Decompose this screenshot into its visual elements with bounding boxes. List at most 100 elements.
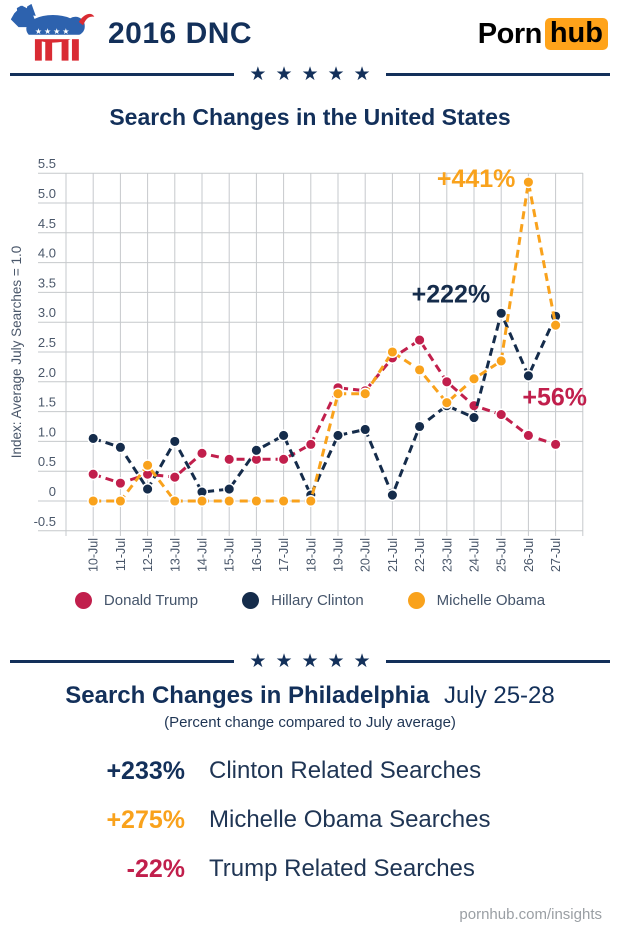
data-point (522, 369, 535, 382)
legend-label: Donald Trump (103, 592, 199, 609)
y-tick-label: 4.0 (38, 246, 56, 261)
divider-line (10, 660, 235, 663)
gridlines: -0.5 0 0.5 1.0 1.5 2.0 2.5 3.0 3.5 4.0 4.5 5.0 5.5 (34, 156, 584, 536)
x-tick-label: 20-Jul (359, 538, 373, 572)
data-point (277, 429, 290, 442)
data-point (304, 494, 317, 508)
stat-value: +233% (106, 757, 185, 785)
data-point (168, 435, 181, 448)
data-point (386, 488, 399, 502)
legend-label: Michelle Obama (436, 592, 546, 609)
pornhub-logo: Porn hub (478, 18, 608, 51)
data-point (114, 494, 127, 508)
pornhub-logo-left: Porn (477, 17, 543, 50)
page-title: 2016 DNC (108, 17, 253, 50)
x-tick-label: 24-Jul (468, 538, 482, 572)
legend-swatch (74, 592, 92, 609)
series-line (93, 181, 558, 503)
philly-title: Search Changes in Philadelphia July 25-2… (0, 682, 620, 710)
y-tick-label: 4.5 (38, 216, 56, 231)
annotation--222-: +222% (412, 280, 491, 308)
x-tick-label: 26-Jul (522, 538, 536, 572)
data-point (331, 429, 345, 442)
y-tick-label: 5.0 (38, 186, 56, 201)
x-tick-label: 15-Jul (223, 538, 237, 572)
y-tick-label: 1.0 (38, 424, 56, 439)
data-point (467, 411, 481, 424)
data-point (223, 483, 236, 496)
x-tick-label: 12-Jul (141, 538, 155, 572)
star-divider-bottom: ★★★★★ (10, 651, 611, 672)
x-tick-label: 23-Jul (440, 538, 454, 572)
x-tick-label: 10-Jul (87, 538, 101, 572)
pornhub-logo-badge: hub (544, 18, 608, 50)
data-point (195, 494, 209, 508)
philly-subtitle: (Percent change compared to July average… (164, 714, 456, 731)
y-tick-label: 5.5 (38, 156, 56, 171)
data-point (522, 429, 535, 442)
x-tick-label: 14-Jul (196, 538, 210, 572)
data-point (114, 441, 127, 454)
x-tick-label: 18-Jul (304, 538, 318, 572)
divider-line (385, 73, 611, 76)
x-tick-label: 16-Jul (250, 538, 264, 572)
stat-value: -22% (126, 855, 185, 883)
data-point (141, 483, 154, 496)
series-line (92, 308, 557, 500)
y-tick-label: 0.5 (38, 454, 56, 469)
series-hillary-clinton (87, 307, 562, 502)
data-point (87, 494, 100, 508)
data-point (495, 408, 508, 421)
annotation--56-: +56% (522, 383, 587, 411)
stars-ornament: ★★★★★ (249, 64, 380, 85)
x-tick-label: 11-Jul (114, 538, 128, 571)
legend-swatch (242, 592, 260, 609)
series-michelle-obama (87, 176, 562, 508)
data-point (87, 432, 100, 445)
y-tick-label: 2.0 (38, 365, 56, 380)
stat-label: Trump Related Searches (209, 855, 475, 882)
data-point (467, 372, 481, 385)
footer-credit: pornhub.com/insights (459, 906, 602, 923)
x-tick-label: 17-Jul (277, 538, 291, 572)
legend-item-hillary-clinton: Hillary Clinton (242, 592, 364, 609)
stars-ornament: ★★★★★ (249, 651, 380, 672)
legend-item-michelle-obama: Michelle Obama (407, 592, 546, 609)
stat-label: Clinton Related Searches (209, 757, 482, 784)
data-point (223, 453, 236, 466)
y-tick-label: 2.5 (38, 335, 56, 350)
data-point (440, 396, 453, 409)
data-point (277, 494, 290, 508)
chart-title: Search Changes in the United States (109, 104, 511, 130)
chart-legend: Donald Trump Hillary Clinton Michelle Obam… (0, 592, 620, 609)
stat-value: +275% (106, 806, 185, 834)
header: ★ ★ ★ ★ 2016 DNC Porn hub (8, 3, 608, 64)
data-point (223, 494, 236, 508)
data-point (141, 459, 154, 472)
x-tick-label: 19-Jul (332, 538, 346, 572)
philly-title-bold: Search Changes in Philadelphia (65, 682, 430, 709)
data-point (386, 345, 399, 359)
donkey-tail (78, 13, 95, 26)
x-axis-labels: 10-Jul 11-Jul 12-Jul 13-Jul 14-Jul 15-Jul 16-J… (87, 538, 563, 572)
legend-item-donald-trump: Donald Trump (74, 592, 199, 609)
x-tick-label: 27-Jul (549, 538, 563, 572)
data-point (413, 363, 426, 376)
data-point (495, 354, 508, 367)
data-point (114, 477, 127, 490)
y-tick-label: 1.5 (38, 395, 56, 410)
data-point (413, 420, 426, 433)
y-tick-label: -0.5 (34, 514, 56, 529)
logo-stars: ★ ★ ★ ★ (35, 27, 69, 36)
data-point (331, 387, 345, 400)
data-point (250, 494, 263, 508)
stats-list: +233% Clinton Related Searches +275% Michel… (0, 757, 620, 884)
data-point (522, 176, 535, 189)
data-point (440, 375, 453, 388)
data-point (168, 471, 181, 484)
us-search-chart: -0.5 0 0.5 1.0 1.5 2.0 2.5 3.0 3.5 4.0 4.5 5.0 5.5 10… (9, 156, 587, 572)
y-tick-label: 3.5 (38, 275, 56, 290)
philly-title-dates: July 25-28 (444, 682, 555, 709)
data-point (195, 447, 209, 460)
star-divider-top: ★★★★★ (10, 64, 611, 85)
